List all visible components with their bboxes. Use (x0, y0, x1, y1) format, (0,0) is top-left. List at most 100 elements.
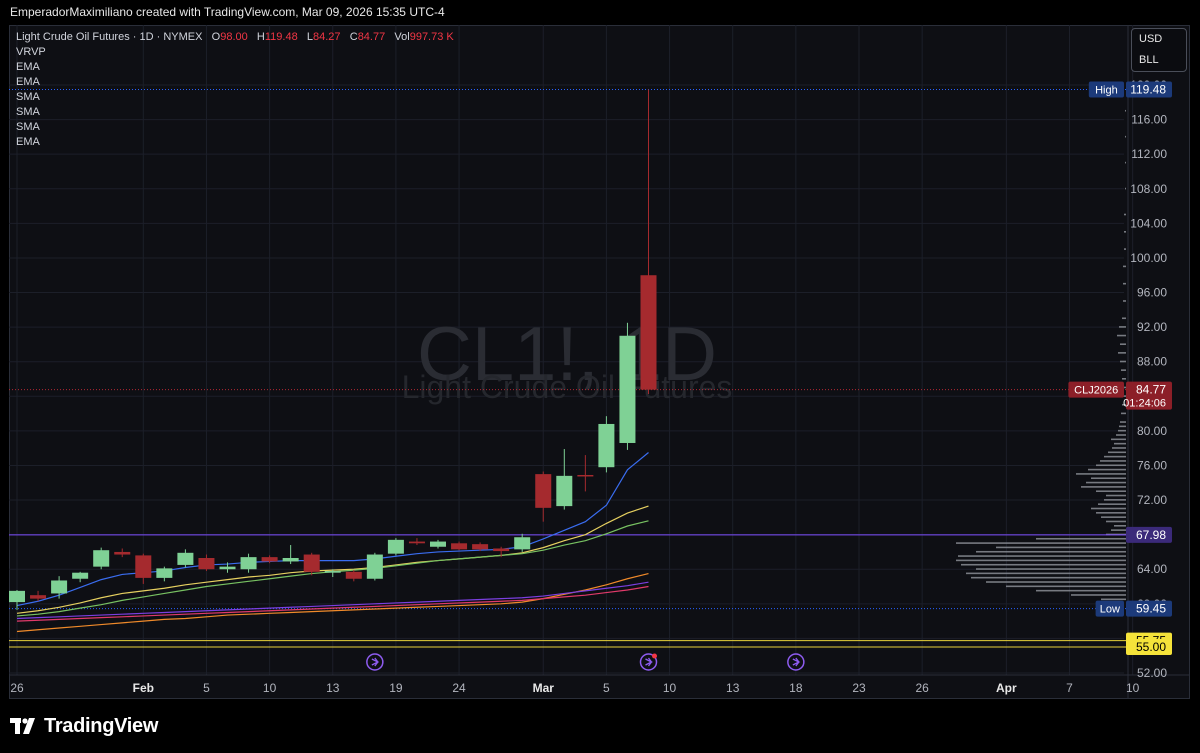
candle-body (408, 541, 425, 544)
price-axis-label-bg (1126, 81, 1172, 98)
candle (9, 589, 25, 610)
candle (535, 471, 552, 522)
candle (493, 546, 510, 558)
event-marker[interactable] (787, 653, 805, 671)
tradingview-logo: TradingView (10, 714, 158, 738)
event-marker-circle (787, 653, 805, 671)
legend-symbol[interactable]: Light Crude Oil Futures · 1D · NYMEX (16, 31, 203, 43)
volume-profile-bar (1096, 490, 1126, 493)
indicator-sma-2[interactable]: SMA (16, 106, 40, 118)
currency-selector[interactable]: USD BLL (1131, 28, 1187, 72)
indicator-sma-1[interactable]: SMA (16, 91, 40, 103)
candle (135, 553, 152, 584)
volume-profile-bar (1117, 334, 1126, 337)
candle-body (430, 541, 446, 547)
volume-profile-bar (1122, 395, 1126, 397)
candle (598, 416, 615, 473)
y-axis-tick-label: 112.00 (1131, 147, 1167, 161)
x-axis-tick-label: Feb (133, 681, 154, 695)
price-axis-label-value: 84.77 (1136, 383, 1166, 397)
candle (93, 547, 110, 570)
watermark-name: Light Crude Oil Futures (402, 369, 733, 405)
volume-profile-bar (1125, 161, 1126, 164)
volume-profile-bar (1125, 109, 1126, 112)
candle (577, 455, 594, 492)
volume-profile-bar (1091, 507, 1126, 510)
volume-profile-bar (1118, 429, 1126, 432)
volume-profile-bar (1121, 369, 1126, 371)
volume-profile-bar (1122, 403, 1126, 406)
x-axis-tick-label: 10 (1126, 681, 1140, 695)
volume-profile-bar (1101, 516, 1126, 518)
volume-profile-bar (1106, 494, 1126, 497)
event-marker-icon (645, 657, 653, 667)
price-axis-label: 55.00 (1126, 639, 1172, 656)
event-marker[interactable] (366, 653, 384, 671)
indicator-sma-3[interactable]: SMA (16, 121, 40, 133)
indicator-ema-2[interactable]: EMA (16, 76, 40, 88)
volume-profile-bar (1125, 187, 1126, 190)
unit-label[interactable]: BLL (1139, 54, 1159, 66)
legend-high-value: 119.48 (264, 31, 298, 43)
volume-profile-bar (1108, 451, 1126, 454)
candle-body (345, 571, 362, 579)
event-marker-circle (639, 653, 658, 671)
candle-body (219, 566, 236, 570)
legend-open-value: 98.00 (220, 31, 248, 43)
candle (240, 553, 257, 573)
volume-profile-bar (1112, 447, 1126, 449)
event-marker[interactable] (639, 653, 658, 671)
volume-profile-bar (956, 559, 1126, 562)
legend-ohlc-row: Light Crude Oil Futures · 1D · NYMEX O98… (16, 30, 454, 45)
candle-body (324, 570, 341, 573)
volume-profile-bar (958, 555, 1126, 557)
volume-profile-bar (1123, 265, 1126, 268)
candle-body (240, 557, 257, 570)
candle (345, 570, 362, 582)
volume-profile-bar (1124, 231, 1126, 233)
candle (261, 555, 278, 564)
legend-low-label: L (306, 31, 314, 43)
volume-profile-bar (1096, 464, 1126, 467)
footer-bar (0, 700, 1200, 753)
candle (408, 538, 425, 546)
x-axis-tick-label: 5 (603, 681, 610, 695)
volume-profile-bar (1091, 477, 1126, 480)
candle (114, 548, 131, 558)
x-axis-tick-label: 13 (326, 681, 340, 695)
y-axis-tick-label: 52.00 (1137, 666, 1167, 680)
volume-profile-bar (1119, 326, 1126, 328)
header-caption-bar: EmperadorMaximiliano created with Tradin… (0, 0, 1200, 24)
volume-profile-bar (956, 542, 1126, 544)
volume-profile-bar (1125, 135, 1126, 138)
y-axis-tick-label: 76.00 (1137, 458, 1167, 472)
indicator-ema-3[interactable]: EMA (16, 136, 40, 148)
volume-profile-bar (976, 550, 1126, 553)
candle (303, 552, 320, 576)
price-line-tag-bg (1095, 600, 1124, 617)
candle (156, 566, 173, 582)
volume-profile-bar (1120, 421, 1126, 423)
indicator-ema-1[interactable]: EMA (16, 61, 40, 73)
price-line-tag: High (1095, 84, 1118, 96)
legend-high-label: H (256, 31, 265, 43)
candle-body (9, 590, 25, 603)
volume-profile-bar (1086, 481, 1126, 484)
price-axis-label: 67.98 (1126, 526, 1172, 543)
y-axis-tick-label: 116.00 (1131, 113, 1167, 127)
candle-body (30, 595, 47, 599)
x-axis-tick-label: 23 (852, 681, 866, 695)
volume-profile-bar (1098, 503, 1126, 505)
currency-label[interactable]: USD (1139, 33, 1163, 45)
y-axis-tick-label: 108.00 (1130, 182, 1167, 196)
volume-profile-bar (1096, 512, 1126, 514)
y-axis-tick-label: 92.00 (1137, 320, 1167, 334)
x-axis-tick-label: 26 (915, 681, 929, 695)
candle-body (514, 537, 531, 550)
indicator-vrvp[interactable]: VRVP (16, 46, 46, 58)
legend-volume-label: Vol (394, 31, 410, 43)
x-axis-tick-label: 7 (1066, 681, 1073, 695)
tradingview-logo-text: TradingView (44, 714, 159, 737)
